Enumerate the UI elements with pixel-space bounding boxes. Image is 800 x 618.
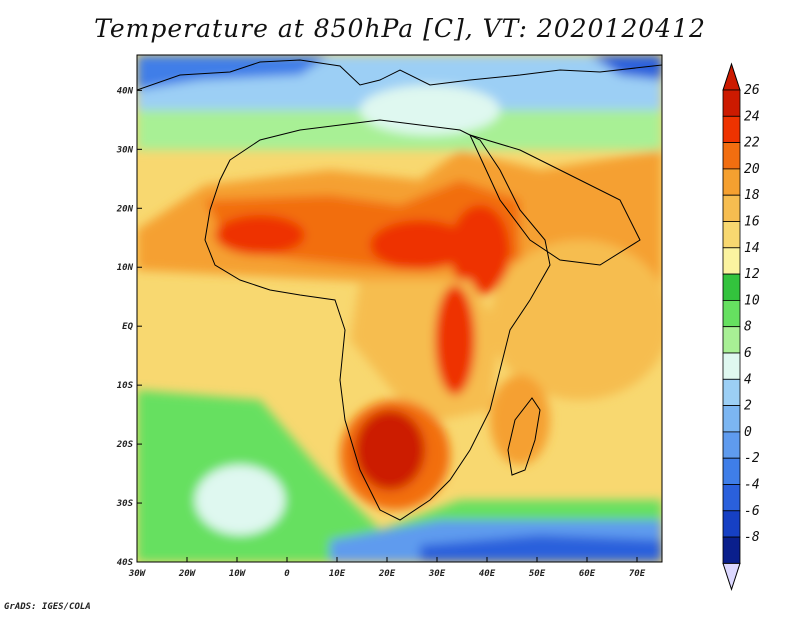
colorbar-swatch (722, 299, 741, 328)
colorbar-swatch (722, 194, 741, 222)
africa-coastline (204, 119, 551, 521)
lon-tick-label: 10E (329, 569, 346, 579)
colorbar-level-label: 4 (744, 372, 752, 387)
colorbar-level-label: 14 (744, 241, 760, 256)
lon-tick-label: 70E (629, 569, 646, 579)
colorbar-swatch (722, 457, 741, 485)
lat-tick-label: 40S (117, 558, 134, 568)
colorbar-level-label: 2 (744, 399, 752, 414)
lat-tick-label: 10N (117, 263, 134, 273)
colorbar-swatch (722, 378, 741, 406)
colorbar-lower-arrow (722, 562, 741, 592)
colorbar-level-label: -6 (744, 504, 760, 519)
map-title: Temperature at 850hPa [C], VT: 202012041… (94, 14, 706, 43)
colorbar-level-label: 22 (744, 136, 760, 151)
colorbar-level-label: 16 (744, 215, 760, 230)
lon-tick-label: 20E (378, 569, 396, 579)
colorbar-upper-arrow (722, 62, 741, 91)
europe-coastline (137, 59, 662, 91)
lon-tick-label: 10W (229, 569, 247, 579)
lat-tick-label: 40N (117, 86, 134, 96)
lon-tick-label: 30W (128, 569, 147, 579)
colorbar-swatch (722, 89, 741, 117)
lon-tick-label: 40E (479, 569, 496, 579)
lat-tick-label: 10S (117, 381, 134, 391)
madagascar-outline (507, 397, 541, 476)
colorbar-swatch (722, 221, 741, 249)
lat-tick-label: 20S (116, 440, 134, 450)
temperature-field (137, 55, 662, 562)
lat-tick-label: 30S (116, 499, 134, 509)
latitude-ticks: 40N 30N 20N 10N EQ 10S 20S 30S 40S (116, 86, 142, 568)
colorbar-swatch (722, 510, 741, 538)
lon-tick-label: 50E (529, 569, 546, 579)
colorbar-swatch (722, 115, 741, 144)
colorbar-swatch (722, 352, 741, 380)
colorbar-swatch (722, 536, 741, 564)
colorbar-swatch (722, 273, 741, 301)
lon-tick-label: 30E (428, 569, 446, 579)
colorbar-level-label: 26 (744, 83, 760, 98)
grads-credit: GrADS: IGES/COLA (4, 602, 91, 612)
arabia-outline (469, 134, 641, 266)
lon-tick-label: 60E (579, 569, 596, 579)
colorbar-swatch (722, 484, 741, 512)
lon-tick-label: 20W (178, 569, 197, 579)
colorbar-level-label: 12 (744, 267, 760, 282)
colorbar-level-label: 8 (744, 320, 752, 335)
colorbar-swatch (722, 431, 741, 459)
colorbar-level-label: -2 (744, 451, 760, 466)
longitude-ticks: 30W 20W 10W 0 10E 20E 30E 40E 50E 60E 70E (128, 557, 646, 579)
colorbar-level-label: 10 (744, 293, 760, 308)
lat-tick-label: EQ (122, 322, 133, 332)
lat-tick-label: 20N (116, 204, 134, 214)
lat-tick-label: 30N (116, 145, 134, 155)
colorbar-swatch (722, 326, 741, 354)
colorbar-level-label: -4 (744, 478, 760, 493)
colorbar-level-label: -8 (744, 530, 760, 545)
colorbar-swatch (722, 405, 741, 433)
colorbar-level-label: 18 (744, 188, 760, 203)
colorbar-level-label: 6 (744, 346, 752, 361)
colorbar-swatch (722, 142, 741, 170)
colorbar-level-label: 20 (744, 162, 760, 177)
map-frame (136, 54, 663, 563)
lon-tick-label: 0 (284, 569, 290, 579)
colorbar-level-label: 24 (744, 109, 760, 124)
colorbar-level-label: 0 (744, 425, 752, 440)
colorbar-swatch (722, 247, 741, 275)
colorbar-swatch (722, 168, 741, 196)
